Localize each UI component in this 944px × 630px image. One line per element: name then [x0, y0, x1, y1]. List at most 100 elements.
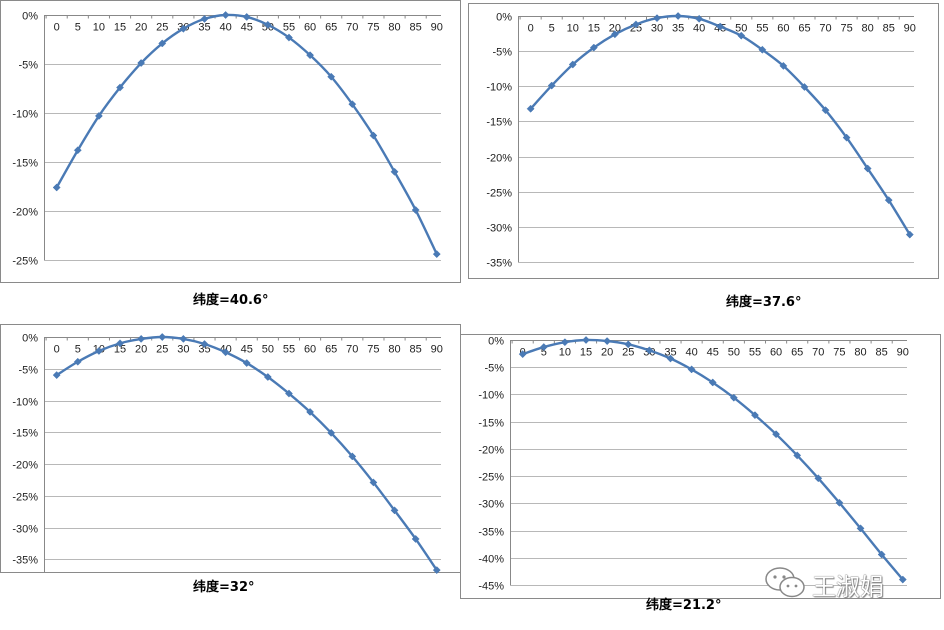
data-point [695, 14, 704, 23]
data-point [898, 575, 907, 584]
x-tick-label: 65 [325, 22, 337, 34]
data-point [369, 131, 378, 140]
watermark: 王淑娟 [762, 563, 922, 603]
x-tick-label: 65 [798, 23, 810, 35]
data-point [751, 411, 759, 420]
y-tick-label: -5% [18, 60, 38, 72]
x-tick-label: 10 [567, 23, 579, 35]
y-tick-label: 0% [22, 333, 38, 345]
x-tick-label: 40 [219, 22, 231, 34]
data-point [729, 393, 738, 402]
chart-panel-2: 0% -5% -10% -15% -20% -25% -30% -35% 0 5 10 15 20 25 3… [468, 0, 944, 310]
data-point [560, 338, 569, 347]
y-tick-label: -15% [12, 158, 38, 170]
y-tick-label: 0% [488, 336, 504, 348]
x-tick-label: 55 [756, 23, 768, 35]
x-tick-label: 35 [664, 347, 676, 359]
y-tick-label: -15% [478, 418, 504, 430]
data-point [758, 45, 767, 54]
data-point [285, 389, 293, 398]
x-tick-label: 75 [367, 22, 379, 34]
x-tick-label: 25 [156, 22, 168, 34]
x-tick-label: 90 [431, 344, 443, 356]
x-tick-label: 85 [883, 23, 895, 35]
data-point [348, 452, 357, 461]
watermark-text: 王淑娟 [812, 573, 884, 601]
data-point [539, 343, 548, 352]
x-tick-label: 5 [75, 344, 81, 356]
data-point [390, 506, 399, 515]
y-tick-label: -40% [478, 554, 504, 566]
x-tick-label: 90 [431, 22, 443, 34]
chart-title-3: 纬度=32° [193, 580, 255, 595]
x-tick-label: 10 [559, 347, 571, 359]
x-tick-label: 80 [862, 23, 874, 35]
data-point [242, 13, 251, 21]
data-point [200, 14, 209, 23]
x-tick-label: 70 [819, 23, 831, 35]
x-tick-label: 45 [241, 22, 253, 34]
x-tick-label: 65 [325, 344, 337, 356]
chart-panel-4: 0%-5%-10%-15%-20%-25%-30%-35%-40%-45%051… [460, 324, 944, 630]
series-line [529, 14, 911, 236]
y-tick-label: -45% [478, 581, 504, 593]
data-point [568, 60, 577, 69]
data-point [411, 206, 420, 214]
x-tick-label: 50 [262, 344, 274, 356]
data-point [263, 373, 272, 381]
data-point [737, 31, 746, 40]
data-point [779, 61, 788, 70]
y-tick-label: -35% [486, 258, 512, 270]
data-point [863, 164, 872, 173]
chart-panel-1: 0%-5%-10%-15%-20%-25%0510152025303540455… [0, 0, 461, 310]
y-tick-label: 0% [496, 12, 512, 24]
chart-title-1: 纬度=40.6° [193, 293, 269, 308]
data-point [610, 30, 619, 39]
chart-svg-1: 0%-5%-10%-15%-20%-25%0510152025303540455… [0, 0, 461, 283]
x-tick-label: 25 [622, 347, 634, 359]
x-tick-label: 0 [54, 344, 60, 356]
x-tick-label: 5 [549, 23, 555, 35]
data-point [94, 347, 103, 355]
chart-frame [0, 324, 461, 573]
y-tick-label: -10% [12, 109, 38, 121]
data-point [821, 106, 830, 115]
chart-svg-2: 0%-5%-10%-15%-20%-25%-30%-35%0 5 10 15 20 25 3… [468, 3, 939, 279]
data-point [884, 196, 893, 205]
data-point [432, 250, 441, 259]
x-tick-label: 90 [897, 347, 909, 359]
y-tick-label: -25% [12, 492, 38, 504]
series-line [522, 338, 904, 581]
x-tick-label: 40 [685, 347, 697, 359]
data-point [179, 24, 188, 33]
data-point [285, 33, 293, 42]
data-point [624, 340, 633, 349]
x-tick-label: 60 [777, 23, 789, 35]
x-tick-label: 75 [367, 344, 379, 356]
x-tick-label: 5 [541, 347, 547, 359]
y-tick-label: -20% [12, 207, 38, 219]
data-point [73, 357, 82, 366]
y-tick-label: -5% [484, 363, 504, 375]
chart-frame [460, 334, 941, 599]
y-tick-label: -25% [486, 188, 512, 200]
data-point [221, 11, 230, 19]
x-tick-label: 30 [651, 23, 663, 35]
y-tick-label: 0% [22, 11, 38, 23]
series-line [55, 13, 438, 255]
data-point [708, 378, 717, 387]
y-tick-label: -10% [478, 390, 504, 402]
x-tick-label: 85 [876, 347, 888, 359]
x-tick-label: 35 [672, 23, 684, 35]
y-tick-label: -15% [12, 428, 38, 440]
y-tick-label: -30% [478, 499, 504, 511]
data-point [877, 550, 886, 559]
x-tick-label: 20 [135, 344, 147, 356]
y-tick-label: -20% [12, 460, 38, 472]
data-point [632, 20, 640, 29]
data-point [200, 340, 209, 348]
data-point [814, 474, 823, 483]
x-tick-label: 80 [854, 347, 866, 359]
chart-title-2: 纬度=37.6° [726, 295, 802, 310]
data-point [518, 350, 527, 359]
